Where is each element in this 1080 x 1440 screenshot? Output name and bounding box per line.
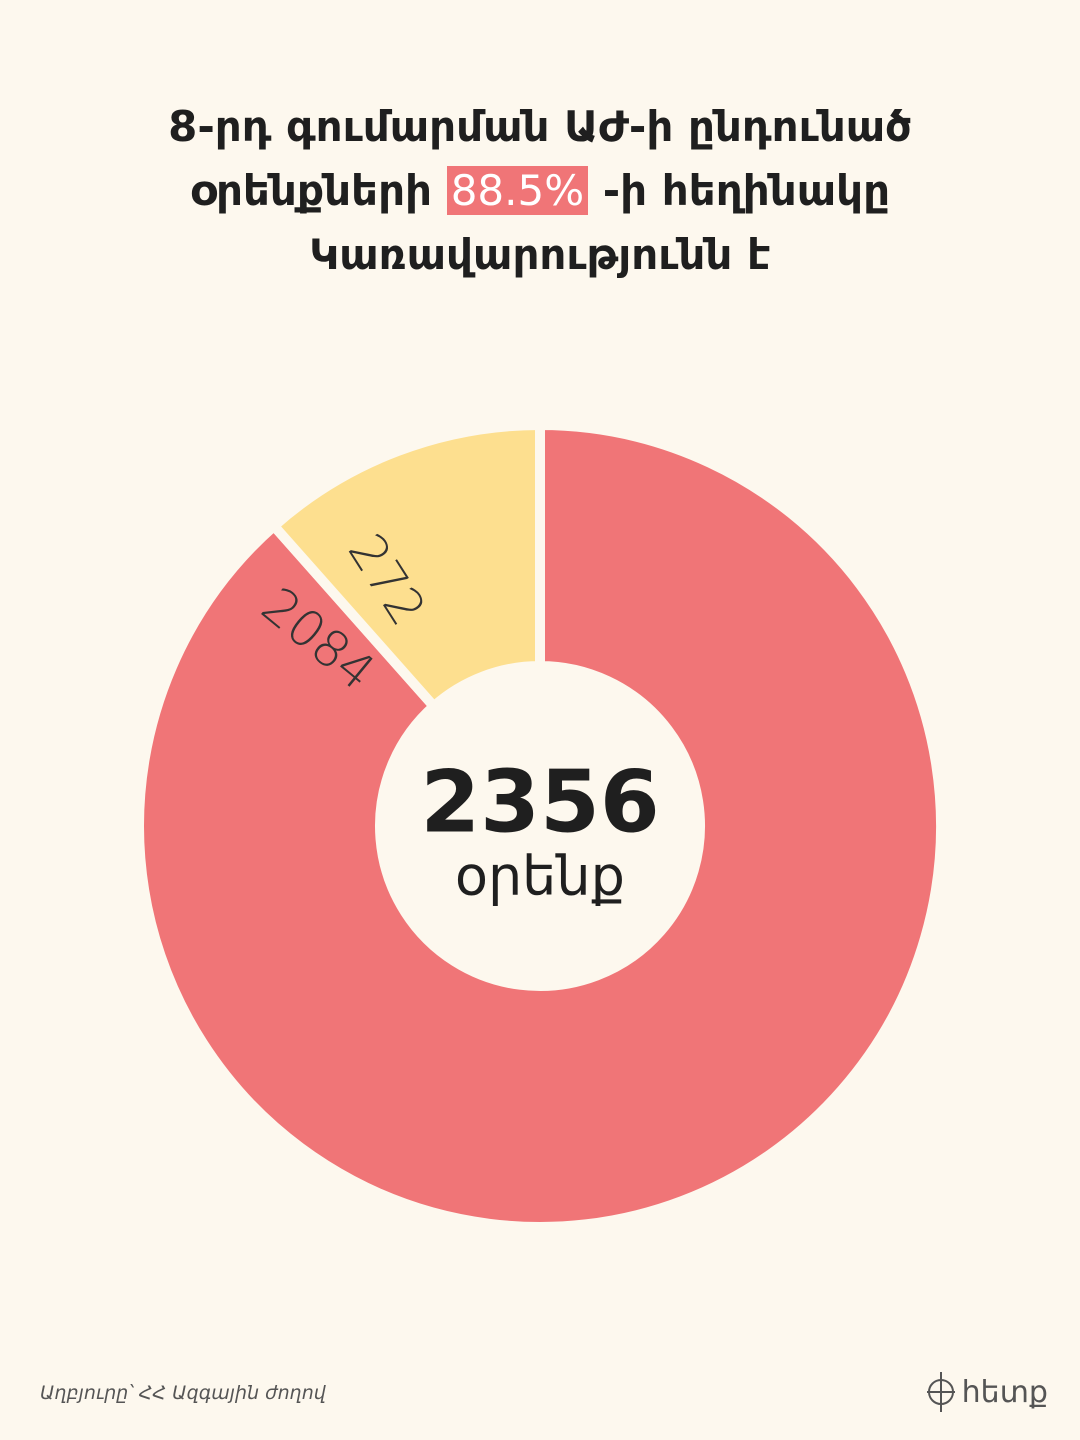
title-line: Կառավարությունն է (309, 230, 771, 279)
logo-icon (926, 1372, 955, 1412)
source: Աղբյուրը՝ ՀՀ Ազգային ժողով (40, 1382, 326, 1404)
center-text: օրենք (455, 845, 625, 908)
logo-text: հետք (961, 1374, 1048, 1410)
center-value: 2356 (420, 752, 659, 852)
chart-title: 8-րդ գումարման ԱԺ-ի ընդունած օրենքների 8… (60, 95, 1020, 287)
slice (134, 420, 946, 1232)
slice (268, 420, 545, 712)
title-line: 8-րդ գումարման ԱԺ-ի ընդունած (168, 102, 912, 151)
title-line: օրենքների 88.5% -ի հեղինակը (60, 159, 1020, 223)
logo: հետք (926, 1370, 1048, 1414)
title-text: -ի հեղինակը (602, 166, 891, 215)
title-highlight: 88.5% (446, 166, 589, 215)
title-text: օրենքների (189, 166, 433, 215)
